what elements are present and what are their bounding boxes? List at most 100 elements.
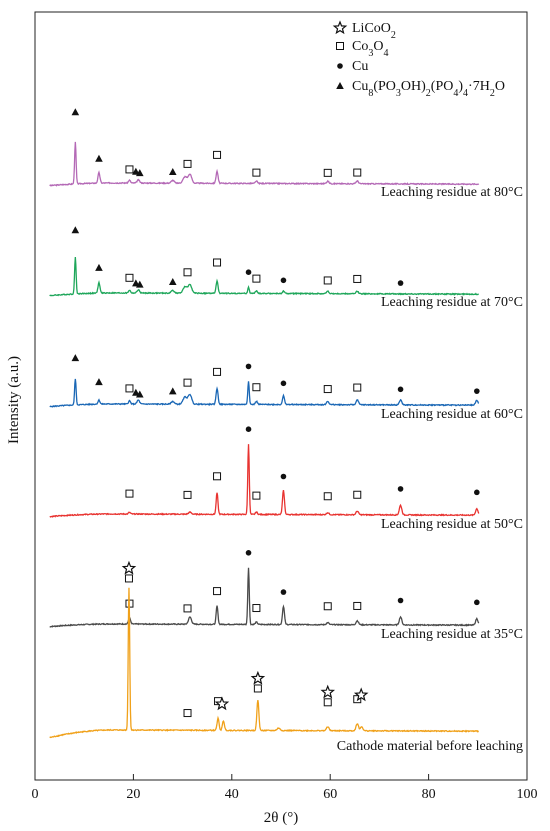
series-label-4: Leaching residue at 35°C: [381, 627, 523, 642]
marker-5-10: [353, 687, 369, 702]
marker-5-7: [323, 698, 332, 707]
marker-2-14: [474, 388, 480, 394]
legend-label-3: Cu8(PO3OH)2(PO4)4·7H2O: [352, 79, 505, 99]
marker-2-13: [397, 386, 404, 393]
marker-3-0: [125, 489, 134, 498]
marker-0-5: [168, 167, 177, 175]
marker-4-9: [474, 599, 480, 606]
series-layer: Leaching residue at 80°C Leaching residue…: [49, 108, 523, 754]
marker-0-6: [183, 159, 192, 168]
marker-5-4: [214, 696, 230, 711]
marker-3-7: [353, 490, 362, 499]
marker-0-7: [213, 150, 222, 159]
marker-1-13: [397, 280, 404, 286]
marker-3-8: [397, 486, 404, 492]
marker-2-9: [252, 383, 261, 392]
marker-1-2: [125, 273, 134, 282]
series-line-3: [49, 444, 480, 518]
series-1: Leaching residue at 70°C: [49, 226, 523, 310]
x-axis-label: 2θ (°): [264, 810, 298, 826]
marker-0-9: [323, 168, 332, 177]
marker-4-7: [353, 601, 362, 610]
marker-2-6: [183, 378, 192, 387]
marker-1-5: [168, 277, 177, 285]
marker-0-4: [135, 169, 144, 177]
x-tick-label-2: 40: [225, 787, 239, 802]
marker-1-8: [245, 269, 252, 275]
series-label-1: Leaching residue at 70°C: [381, 295, 523, 310]
marker-2-11: [323, 385, 332, 394]
marker-3-4: [252, 491, 261, 500]
series-2: Leaching residue at 60°C: [49, 354, 523, 422]
marker-4-4: [252, 604, 261, 613]
marker-4-3: [245, 549, 252, 556]
marker-0-0: [71, 108, 80, 116]
series-label-0: Leaching residue at 80°C: [381, 185, 523, 200]
legend-label-2: Cu: [352, 59, 368, 74]
series-4: Leaching residue at 35°C: [49, 549, 523, 642]
legend-label-0: LiCoO2: [352, 21, 396, 41]
series-line-4: [49, 567, 480, 628]
marker-1-6: [183, 268, 192, 277]
marker-0-8: [252, 168, 261, 177]
marker-5-6: [250, 670, 266, 685]
marker-4-2: [213, 587, 222, 596]
marker-2-12: [353, 383, 362, 392]
marker-4-6: [323, 602, 332, 611]
series-3: Leaching residue at 50°C: [49, 426, 523, 532]
marker-0-1: [95, 154, 103, 162]
marker-0-2: [125, 165, 134, 174]
marker-2-3: [132, 388, 140, 396]
marker-1-11: [323, 276, 332, 285]
x-axis-ticks: 0 20 40 60 80 100: [32, 774, 538, 802]
series-line-5: [49, 587, 479, 739]
marker-4-5: [280, 589, 287, 595]
marker-5-2: [183, 709, 192, 718]
marker-1-9: [252, 274, 261, 283]
marker-2-5: [168, 387, 177, 395]
series-line-2: [49, 378, 480, 408]
marker-2-7: [213, 367, 222, 376]
series-label-5: Cathode material before leaching: [337, 739, 523, 754]
legend-label-1: Co3O4: [352, 39, 388, 59]
series-line-1: [49, 257, 479, 297]
x-tick-label-1: 20: [126, 787, 140, 802]
marker-3-2: [213, 472, 222, 481]
marker-5-5: [253, 684, 262, 693]
marker-3-6: [323, 492, 332, 501]
marker-3-5: [280, 473, 287, 480]
series-0: Leaching residue at 80°C: [49, 108, 523, 200]
marker-1-0: [71, 226, 80, 234]
legend-marker-0: [332, 20, 348, 35]
marker-5-0: [124, 574, 133, 583]
marker-1-4: [135, 280, 144, 288]
marker-1-1: [95, 263, 103, 271]
marker-2-0: [71, 354, 80, 362]
marker-2-4: [135, 390, 144, 398]
marker-4-1: [183, 604, 192, 613]
marker-1-7: [213, 258, 222, 267]
x-tick-label-4: 80: [422, 787, 436, 802]
series-5: Cathode material before leaching: [49, 560, 523, 754]
marker-1-12: [353, 274, 362, 283]
x-tick-label-5: 100: [517, 787, 538, 802]
x-tick-label-3: 60: [323, 787, 337, 802]
marker-3-3: [245, 426, 252, 432]
series-label-2: Leaching residue at 60°C: [381, 407, 523, 422]
marker-4-8: [397, 597, 404, 604]
marker-5-1: [121, 560, 137, 575]
series-line-0: [49, 141, 480, 187]
marker-2-1: [95, 378, 103, 386]
marker-2-10: [280, 380, 287, 387]
legend-marker-2: [337, 63, 343, 69]
marker-1-10: [280, 277, 287, 284]
legend-marker-3: [336, 82, 344, 89]
marker-2-8: [245, 363, 252, 370]
marker-0-10: [353, 168, 362, 177]
marker-5-8: [320, 684, 336, 699]
legend-marker-1: [336, 42, 344, 50]
y-axis-label: Intensity (a.u.): [6, 356, 22, 444]
x-tick-label-0: 0: [32, 787, 39, 802]
